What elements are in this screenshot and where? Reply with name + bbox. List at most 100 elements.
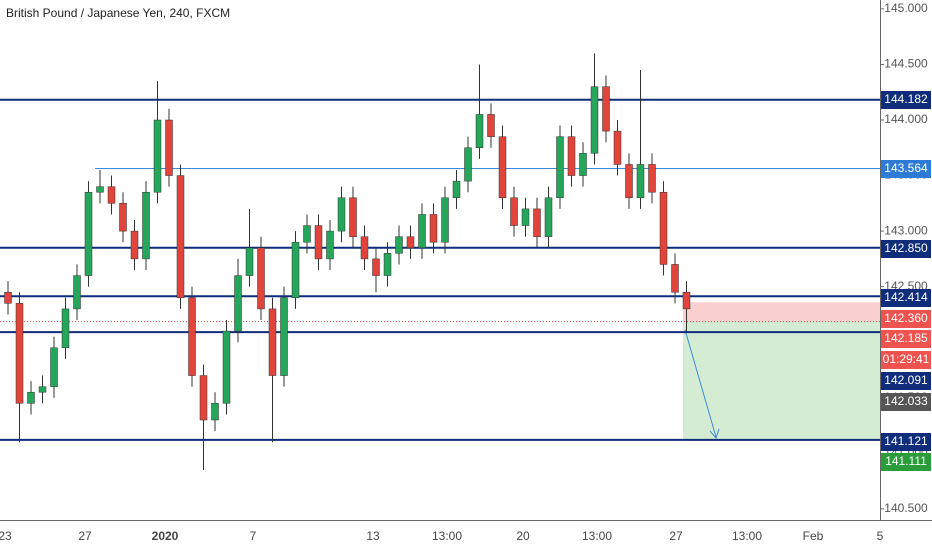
candle-body — [73, 275, 81, 310]
candle-body — [544, 197, 553, 237]
candle-body — [429, 214, 438, 243]
price-label: 142.091 — [884, 373, 928, 387]
x-tick-label: 13:00 — [582, 529, 612, 543]
x-tick-label: 27 — [669, 529, 683, 543]
price-label-box — [881, 160, 931, 178]
plot-area — [0, 53, 880, 470]
candle-body — [314, 225, 323, 260]
price-label-box — [881, 393, 931, 411]
price-label: 142.033 — [884, 394, 928, 408]
candle-body — [395, 236, 403, 254]
x-tick-label: 20 — [516, 529, 530, 543]
candle-body — [556, 136, 564, 199]
price-label: 141.111 — [885, 454, 927, 468]
candle-body — [84, 191, 93, 276]
price-label-box — [881, 330, 931, 348]
price-label-box — [881, 372, 931, 390]
price-label-box — [881, 240, 931, 258]
candle-body — [360, 236, 369, 260]
price-label-box — [881, 351, 931, 369]
candle-body — [15, 303, 24, 404]
candle-body — [659, 191, 668, 265]
chart-title: British Pound / Japanese Yen, 240, FXCM — [6, 6, 230, 20]
candle-body — [510, 197, 518, 226]
x-tick-label: 27 — [78, 529, 92, 543]
candle-body — [590, 86, 599, 154]
candle-body — [107, 186, 116, 204]
candle-body — [27, 391, 35, 404]
x-tick-label: 23 — [0, 529, 12, 543]
candle-body — [96, 186, 104, 193]
x-tick-label: 13:00 — [432, 529, 462, 543]
y-tick-label: 144.500 — [884, 57, 928, 71]
candle-body — [188, 297, 196, 376]
price-label-box — [881, 310, 931, 328]
candle-body — [406, 236, 415, 249]
price-label: 142.414 — [884, 290, 928, 304]
candle-body — [533, 208, 541, 237]
x-tick-label: 5 — [877, 529, 884, 543]
candle-body — [383, 253, 392, 276]
candle-body — [130, 230, 139, 260]
stop-zone — [683, 302, 880, 322]
y-tick-label: 140.500 — [884, 501, 928, 515]
candle-body — [441, 197, 449, 243]
candle-body — [682, 291, 691, 310]
candle-body — [50, 347, 58, 387]
title-backdrop — [0, 0, 380, 24]
candle-body — [602, 86, 610, 132]
candle-body — [613, 130, 622, 165]
candle-body — [61, 308, 70, 349]
candle-body — [625, 164, 633, 199]
x-tick-label: 2020 — [152, 529, 179, 543]
candle-body — [464, 147, 472, 182]
candle-body — [119, 203, 127, 232]
price-label: 143.564 — [884, 161, 928, 175]
x-tick-label: 13 — [366, 529, 380, 543]
candle-body — [579, 153, 587, 176]
candle-body — [257, 247, 265, 310]
candle-body — [372, 258, 380, 276]
x-tick-label: 7 — [250, 529, 257, 543]
candle-body — [222, 330, 231, 404]
price-label-box — [881, 91, 931, 109]
candle-body — [176, 175, 185, 299]
candle-body — [165, 119, 173, 176]
candle-body — [452, 180, 461, 199]
candle-body — [4, 291, 12, 304]
candle-body — [153, 119, 162, 193]
candle-body — [38, 386, 47, 393]
price-label-box — [881, 453, 931, 471]
price-label: 142.360 — [884, 311, 928, 325]
candle-body — [268, 308, 277, 376]
y-tick-label: 143.000 — [884, 223, 928, 237]
candle-body — [671, 264, 679, 293]
candle-body — [521, 208, 530, 226]
price-label-box — [881, 289, 931, 307]
candle-body — [648, 164, 656, 193]
price-label-box — [881, 433, 931, 451]
price-label: 142.185 — [884, 331, 928, 345]
x-tick-label: Feb — [803, 529, 824, 543]
price-label: 01:29:41 — [883, 352, 930, 366]
candle-body — [291, 241, 300, 299]
candle-body — [211, 403, 219, 421]
candle-body — [636, 164, 645, 199]
arrow-head — [709, 428, 720, 439]
trade-arrow — [684, 329, 717, 438]
candle-body — [475, 114, 484, 149]
x-tick-label: 13:00 — [732, 529, 762, 543]
price-label: 141.121 — [884, 434, 928, 448]
candle-body — [199, 375, 208, 421]
price-label: 142.850 — [884, 241, 928, 255]
candle-body — [498, 136, 507, 199]
candle-body — [245, 247, 254, 276]
candle-body — [234, 275, 242, 332]
candle-body — [142, 191, 150, 260]
candle-body — [487, 114, 495, 137]
target-zone — [683, 321, 880, 441]
candle-body — [326, 230, 334, 260]
candle-body — [349, 197, 357, 237]
